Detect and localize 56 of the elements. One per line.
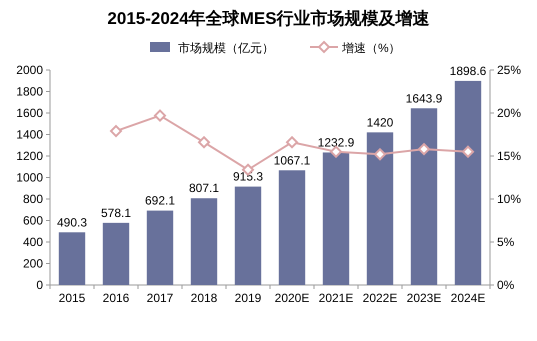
- y-tick-label: 2000: [16, 63, 44, 77]
- bar: [58, 232, 86, 285]
- x-tick-label: 2015: [58, 291, 86, 305]
- point: [110, 125, 122, 138]
- y2-tick-label: 10%: [497, 192, 522, 206]
- point: [418, 143, 430, 156]
- y-tick-label: 1000: [16, 170, 44, 184]
- y2-tick-label: 20%: [497, 106, 522, 120]
- bar: [234, 186, 262, 285]
- bar: [322, 152, 350, 285]
- y2-tick-label: 0%: [497, 278, 515, 292]
- bar: [146, 210, 174, 285]
- data-label: 578.1: [100, 206, 132, 220]
- data-label: 1232.9: [318, 135, 355, 150]
- bar: [102, 222, 130, 285]
- y2-tick-label: 5%: [497, 235, 515, 249]
- legend-label: 增速（%）: [341, 41, 401, 55]
- y-tick-label: 1800: [16, 84, 44, 98]
- data-label: 692.1: [144, 194, 176, 208]
- data-label: 807.1: [188, 181, 220, 196]
- x-tick-label: 2017: [146, 291, 174, 305]
- x-tick-label: 2020E: [274, 291, 310, 305]
- y-tick-label: 800: [22, 192, 44, 206]
- y-tick-label: 1600: [16, 106, 44, 120]
- bar: [454, 80, 482, 285]
- bar: [278, 170, 306, 285]
- y2-tick-label: 25%: [497, 63, 522, 77]
- y-tick-label: 400: [22, 235, 44, 249]
- data-label: 1420: [366, 115, 394, 130]
- bar: [366, 132, 394, 285]
- data-label: 1898.6: [450, 64, 487, 78]
- x-tick-label: 2023E: [406, 291, 442, 305]
- point: [462, 146, 474, 158]
- x-tick-label: 2018: [190, 291, 218, 305]
- x-tick-label: 2024E: [450, 291, 486, 305]
- data-label: 490.3: [56, 215, 88, 230]
- point: [154, 110, 166, 122]
- bar: [410, 108, 438, 285]
- point: [286, 136, 298, 148]
- x-tick-label: 2022E: [362, 291, 398, 305]
- y-tick-label: 200: [22, 256, 44, 270]
- x-tick-label: 2019: [234, 291, 262, 305]
- chart-title: 2015-2024年全球MES行业市场规模及增速: [107, 9, 430, 28]
- y-tick-label: 0: [36, 278, 44, 292]
- point: [374, 148, 386, 160]
- bar: [190, 198, 218, 285]
- x-tick-label: 2021E: [318, 291, 354, 305]
- y-tick-label: 600: [22, 214, 44, 228]
- data-label: 1067.1: [274, 153, 311, 168]
- y-tick-label: 1200: [16, 149, 44, 163]
- y-tick-label: 1400: [16, 128, 44, 142]
- legend-label: 市场规模（亿元）: [178, 41, 274, 55]
- point: [198, 136, 210, 148]
- y2-tick-label: 15%: [497, 149, 522, 163]
- data-label: 1643.9: [406, 91, 443, 106]
- x-tick-label: 2016: [102, 291, 130, 305]
